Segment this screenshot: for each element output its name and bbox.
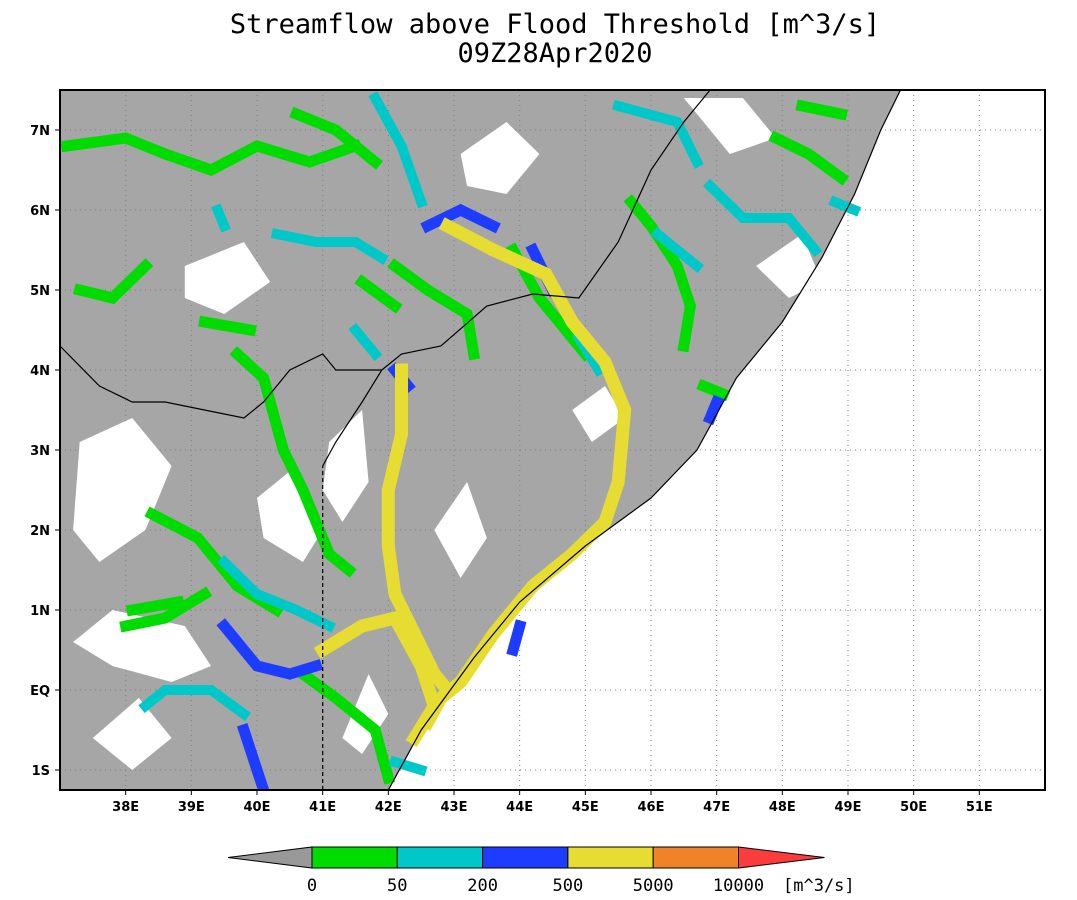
river-cyan [270,228,389,265]
river-blue [506,619,527,657]
river-green [354,274,403,314]
colorbar-under-triangle [227,846,313,869]
y-tick-label: 7N [30,124,50,139]
x-tick-label: 39E [178,800,205,815]
x-tick-label: 47E [703,800,730,815]
river-green [289,106,383,170]
x-tick-label: 49E [835,800,862,815]
low-flow-zone [434,482,487,578]
river-green [119,586,213,633]
river-green [387,258,481,361]
river-blue [420,203,501,234]
x-tick-label: 40E [244,800,271,815]
river-cyan [211,203,231,233]
river-green [125,595,185,617]
low-flow-zone [342,674,389,754]
x-tick-label: 38E [112,800,139,815]
river-cyan [388,755,428,777]
colorbar-label: 10000 [713,876,764,896]
river-cyan [217,554,336,633]
low-flow-zone [683,98,776,154]
river-green [295,666,396,785]
river-green [505,242,594,362]
colorbar-segment [567,846,654,869]
colorbar-label: 500 [553,876,584,896]
y-tick-label: 1S [32,764,50,779]
y-tick-label: 3N [30,444,50,459]
y-tick-label: 5N [30,284,50,299]
y-tick-label: 2N [30,524,50,539]
low-flow-zone [460,122,540,194]
river-green [73,258,154,305]
river-green [795,99,848,121]
x-tick-label: 46E [638,800,665,815]
river-yellow [313,610,442,747]
river-cyan [650,226,705,274]
low-flow-zone [572,386,625,442]
river-yellow [381,363,457,700]
y-tick-label: 4N [30,364,50,379]
river-cyan [368,91,428,209]
colorbar-label: 200 [467,876,498,896]
colorbar-over-triangle [738,846,825,869]
river-cyan [612,99,704,169]
river-cyan [138,685,251,721]
river-blue [216,618,323,680]
map-plot-area [60,90,1045,790]
low-flow-zone [184,242,271,314]
title-block: Streamflow above Flood Threshold [m^3/s]… [0,10,1077,68]
river-blue [702,394,724,426]
gridlines [60,90,1045,790]
map-title: Streamflow above Flood Threshold [m^3/s] [229,9,881,40]
river-green [696,378,731,402]
x-tick-label: 41E [309,800,336,815]
river-blue [236,723,270,790]
x-tick-label: 48E [769,800,796,815]
low-flow-zone [92,698,172,770]
river-cyan [828,195,862,217]
low-flow-zone [756,234,822,298]
map-frame [59,89,1046,791]
y-tick-label: 1N [30,604,50,619]
river-green [198,315,257,337]
river-cyan [348,322,383,362]
y-tick-label: 6N [30,204,50,219]
country-border [60,90,711,419]
map-subtitle: 09Z28Apr2020 [457,38,653,69]
x-tick-label: 43E [441,800,468,815]
colorbar-label: 5000 [633,876,674,896]
river-cyan [703,178,823,258]
country-border [322,369,383,467]
colorbar-units: [m^3/s] [783,876,855,896]
coastline [387,90,902,790]
river-green [229,346,357,578]
low-flow-zone [257,466,323,562]
colorbar-label: 50 [387,876,407,896]
river-green [623,194,697,353]
colorbar-segment [482,846,569,869]
colorbar: 0 50 200 500 5000 10000 [m^3/s] [227,846,855,896]
river-green [60,132,363,176]
river-yellow [418,217,632,731]
colorbar-segment [311,846,398,869]
colorbar-segment [396,846,484,869]
x-tick-label: 42E [375,800,402,815]
river-green [768,130,850,186]
colorbar-label: 0 [307,876,317,896]
x-tick-label: 51E [966,800,993,815]
y-tick-label: EQ [30,684,50,699]
x-tick-label: 44E [506,800,533,815]
low-flow-zone [322,410,369,522]
x-tick-label: 45E [572,800,599,815]
axis-ticks: 38E 39E 40E 41E 42E 43E 44E 45E 46E 47E 48E 49E 50E 5… [30,124,993,815]
low-flow-zone [73,418,172,562]
colorbar-segment [652,846,740,869]
x-tick-label: 50E [900,800,927,815]
low-flow-zone [73,610,211,682]
